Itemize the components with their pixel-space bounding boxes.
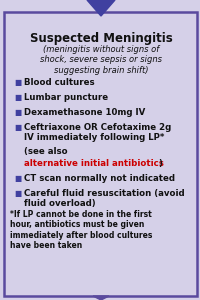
Text: ): ) [157,159,161,168]
Text: ■: ■ [14,123,21,132]
Text: (meningitis without signs of
shock, severe sepsis or signs
suggesting brain shif: (meningitis without signs of shock, seve… [40,45,161,75]
Text: *If LP cannot be done in the first
hour, antibiotics must be given
immediately a: *If LP cannot be done in the first hour,… [10,210,152,250]
Text: ■: ■ [14,78,21,87]
Text: ■: ■ [14,93,21,102]
Text: Lumbar puncture: Lumbar puncture [24,93,108,102]
Text: (see also: (see also [24,147,67,156]
Text: ■: ■ [14,108,21,117]
Text: ■: ■ [14,189,21,198]
Text: Careful fluid resuscitation (avoid
fluid overload): Careful fluid resuscitation (avoid fluid… [24,189,184,208]
Text: Suspected Meningitis: Suspected Meningitis [29,32,172,45]
Text: ■: ■ [14,174,21,183]
Text: Dexamethasone 10mg IV: Dexamethasone 10mg IV [24,108,145,117]
Text: Blood cultures: Blood cultures [24,78,94,87]
Text: CT scan normally not indicated: CT scan normally not indicated [24,174,174,183]
Text: Ceftriaxone OR Cefotaxime 2g
IV immediately following LP*: Ceftriaxone OR Cefotaxime 2g IV immediat… [24,123,170,142]
Polygon shape [93,296,108,300]
Polygon shape [87,0,114,16]
Text: alternative initial antibiotics: alternative initial antibiotics [24,159,163,168]
